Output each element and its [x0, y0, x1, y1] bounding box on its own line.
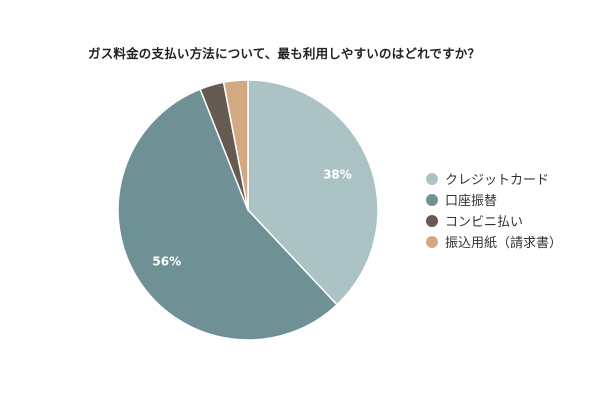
legend-label: クレジットカード: [445, 173, 550, 188]
pie-slice-1[interactable]: [247, 79, 379, 306]
data-label-1: 38%: [323, 168, 352, 182]
pie-slice-4[interactable]: [222, 79, 249, 211]
legend-item-1[interactable]: クレジットカード: [426, 168, 562, 189]
legend-swatch: [426, 193, 438, 206]
pie-slice-2[interactable]: [117, 88, 338, 341]
data-label-2: 56%: [152, 255, 181, 269]
legend-item-2[interactable]: 口座振替: [426, 189, 562, 210]
chart-legend: クレジットカード 口座振替コンビニ払い振込用紙（請求書）: [426, 168, 562, 252]
legend-label: コンビニ払い: [445, 215, 524, 230]
legend-item-3[interactable]: コンビニ払い: [426, 210, 562, 231]
pie-slices: [117, 79, 379, 341]
legend-item-4[interactable]: 振込用紙（請求書）: [426, 231, 562, 252]
legend-swatch: [426, 214, 438, 227]
pie-data-labels: 38% 56%: [152, 168, 351, 269]
legend-swatch: [426, 172, 438, 185]
legend-label: 振込用紙（請求書）: [445, 236, 563, 251]
chart-title: ガス料金の支払い方法について、最も利用しやすいのはどれですか？: [88, 46, 481, 61]
legend-swatch: [426, 235, 438, 248]
legend-label: 口座振替: [445, 194, 498, 209]
